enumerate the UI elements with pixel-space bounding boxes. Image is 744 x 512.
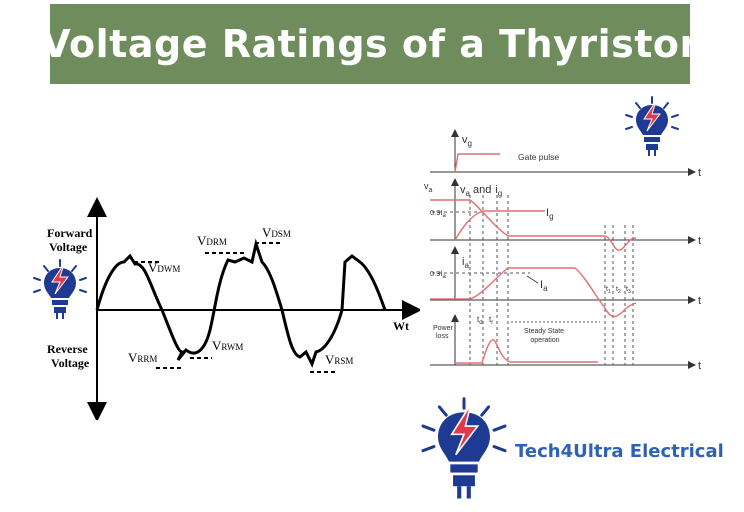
voltage-waveform-diagram: Wt Forward Voltage Reverse Voltage VDWM … — [47, 197, 420, 420]
lightbulb-bolt-icon — [33, 259, 87, 319]
ig-curve-label: Ig — [546, 207, 554, 221]
t-label-1: t — [698, 167, 701, 179]
ia-axis-label: ia — [462, 256, 469, 270]
td-label: td — [477, 315, 483, 326]
ia-trace — [430, 267, 637, 318]
forward-voltage-label: Forward Voltage — [47, 226, 95, 254]
va-axis-label: va — [424, 181, 433, 194]
lightbulb-bolt-icon — [625, 96, 679, 156]
x-axis-label: Wt — [393, 319, 409, 333]
vdsm-label: VDSM — [262, 225, 291, 240]
t-label-4: t — [698, 360, 701, 372]
reverse-voltage-label: Reverse Voltage — [47, 342, 91, 370]
pct-label-2: 0.9Ia — [430, 269, 447, 280]
t2-label: t2 — [616, 286, 621, 295]
power-loss-trace — [455, 339, 598, 364]
t-label-3: t — [698, 295, 701, 307]
tr-label: tr — [489, 315, 493, 326]
gate-pulse-label: Gate pulse — [518, 152, 559, 162]
voltage-waveform — [95, 238, 387, 368]
vg-label: vg — [462, 134, 472, 148]
vdwm-label: VDWM — [148, 260, 180, 275]
gate-pulse-trace — [454, 153, 500, 173]
page-title: Voltage Ratings of a Thyristor — [41, 22, 699, 66]
t3-label: t3 — [626, 286, 631, 295]
power-loss-label: Power loss — [433, 325, 455, 340]
vdrm-label: VDRM — [197, 233, 227, 248]
vrwm-label: VRWM — [212, 338, 243, 353]
ig-trace — [454, 210, 545, 241]
brand-name: Tech4Ultra Electrical — [515, 441, 724, 462]
ia-curve-label: Ia — [540, 279, 548, 293]
va-and-ig-label: va and ig — [460, 184, 502, 198]
vrrm-label: VRRM — [128, 350, 157, 365]
pct-label-1: 0.9Ia — [430, 208, 447, 219]
t-label-2: t — [698, 235, 701, 247]
vrsm-label: VRSM — [325, 352, 353, 367]
t1-label: t1 — [606, 286, 611, 295]
steady-state-label: Steady State operation — [524, 328, 566, 344]
title-banner: Voltage Ratings of a Thyristor — [41, 4, 698, 84]
lightbulb-bolt-icon — [421, 397, 507, 499]
va-trace — [430, 199, 637, 251]
